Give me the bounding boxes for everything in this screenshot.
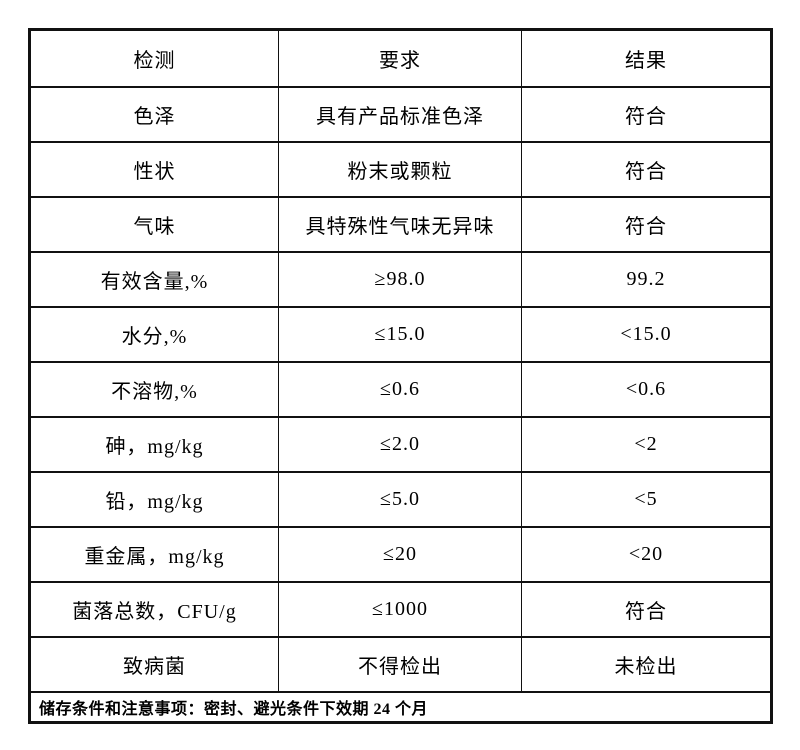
table-row: 水分,% ≤15.0 <15.0 [29, 305, 772, 363]
cell-test: 不溶物,% [29, 360, 279, 418]
cell-requirement: ≤20 [278, 525, 522, 583]
cell-requirement: ≤2.0 [278, 415, 522, 473]
cell-result: 符合 [521, 195, 772, 253]
cell-test: 色泽 [29, 85, 279, 143]
table-row: 气味 具特殊性气味无异味 符合 [29, 195, 772, 253]
cell-test: 气味 [29, 195, 279, 253]
cell-test: 重金属，mg/kg [29, 525, 279, 583]
cell-test: 铅，mg/kg [29, 470, 279, 528]
cell-result: 99.2 [521, 250, 772, 308]
header-cell-result: 结果 [521, 28, 772, 88]
cell-requirement: 具特殊性气味无异味 [278, 195, 522, 253]
table-row: 致病菌 不得检出 未检出 [29, 635, 772, 693]
table-row: 性状 粉末或颗粒 符合 [29, 140, 772, 198]
table-footer-row: 储存条件和注意事项：密封、避光条件下效期 24 个月 [29, 690, 772, 724]
footer-note: 储存条件和注意事项：密封、避光条件下效期 24 个月 [29, 690, 772, 724]
table-row: 重金属，mg/kg ≤20 <20 [29, 525, 772, 583]
cell-requirement: ≤5.0 [278, 470, 522, 528]
cell-result: <20 [521, 525, 772, 583]
cell-test: 砷，mg/kg [29, 415, 279, 473]
cell-result: 符合 [521, 140, 772, 198]
inspection-spec-table: 检测 要求 结果 色泽 具有产品标准色泽 符合 性状 粉末或颗粒 符合 气味 具… [28, 28, 773, 724]
table-row: 不溶物,% ≤0.6 <0.6 [29, 360, 772, 418]
cell-requirement: 粉末或颗粒 [278, 140, 522, 198]
cell-result: 未检出 [521, 635, 772, 693]
cell-result: <5 [521, 470, 772, 528]
cell-result: 符合 [521, 580, 772, 638]
table-row: 砷，mg/kg ≤2.0 <2 [29, 415, 772, 473]
cell-requirement: ≤0.6 [278, 360, 522, 418]
cell-test: 性状 [29, 140, 279, 198]
cell-requirement: 不得检出 [278, 635, 522, 693]
cell-test: 菌落总数，CFU/g [29, 580, 279, 638]
header-cell-test: 检测 [29, 28, 279, 88]
cell-result: <0.6 [521, 360, 772, 418]
table-row: 铅，mg/kg ≤5.0 <5 [29, 470, 772, 528]
cell-requirement: ≥98.0 [278, 250, 522, 308]
cell-result: <15.0 [521, 305, 772, 363]
table-row: 色泽 具有产品标准色泽 符合 [29, 85, 772, 143]
cell-result: <2 [521, 415, 772, 473]
cell-requirement: ≤15.0 [278, 305, 522, 363]
cell-test: 致病菌 [29, 635, 279, 693]
cell-requirement: 具有产品标准色泽 [278, 85, 522, 143]
header-cell-requirement: 要求 [278, 28, 522, 88]
cell-result: 符合 [521, 85, 772, 143]
cell-test: 水分,% [29, 305, 279, 363]
table-row: 菌落总数，CFU/g ≤1000 符合 [29, 580, 772, 638]
table-header-row: 检测 要求 结果 [29, 28, 772, 88]
table-row: 有效含量,% ≥98.0 99.2 [29, 250, 772, 308]
cell-test: 有效含量,% [29, 250, 279, 308]
cell-requirement: ≤1000 [278, 580, 522, 638]
